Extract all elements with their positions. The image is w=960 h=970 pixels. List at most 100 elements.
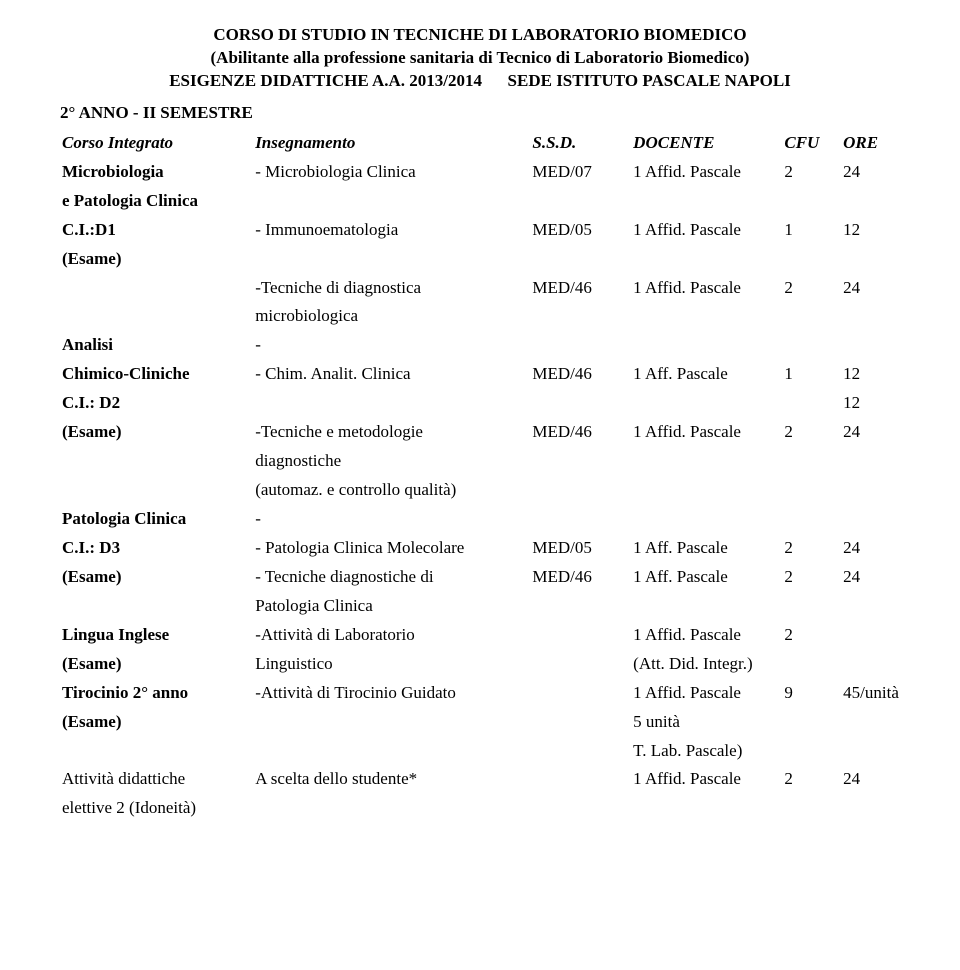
- table-row: (Esame)Linguistico(Att. Did. Integr.): [60, 650, 900, 679]
- cell-ore: 24: [841, 765, 900, 794]
- cell-inseg: microbiologica: [253, 302, 530, 331]
- cell-ssd: [530, 765, 631, 794]
- cell-inseg: -: [253, 505, 530, 534]
- cell-ssd: [530, 679, 631, 708]
- cell-ore: 12: [841, 389, 900, 418]
- table-row: (Esame)-Tecniche e metodologieMED/461 Af…: [60, 418, 900, 447]
- header-line-3-left: ESIGENZE DIDATTICHE A.A. 2013/2014: [169, 71, 482, 90]
- cell-cfu: 2: [782, 158, 841, 187]
- cell-corso: [60, 302, 253, 331]
- cell-cfu: [782, 592, 841, 621]
- header-block: CORSO DI STUDIO IN TECNICHE DI LABORATOR…: [60, 24, 900, 93]
- cell-corso: [60, 592, 253, 621]
- cell-inseg: -Attività di Tirocinio Guidato: [253, 679, 530, 708]
- cell-cfu: 2: [782, 418, 841, 447]
- cell-corso: C.I.: D2: [60, 389, 253, 418]
- cell-cfu: [782, 650, 841, 679]
- table-header-row: Corso Integrato Insegnamento S.S.D. DOCE…: [60, 129, 900, 158]
- cell-cfu: [782, 476, 841, 505]
- cell-cfu: [782, 505, 841, 534]
- cell-corso: Analisi: [60, 331, 253, 360]
- cell-ore: [841, 621, 900, 650]
- cell-cfu: 1: [782, 216, 841, 245]
- cell-cfu: [782, 794, 841, 823]
- table-row: Chimico-Cliniche- Chim. Analit. ClinicaM…: [60, 360, 900, 389]
- cell-cfu: [782, 708, 841, 737]
- cell-cfu: [782, 187, 841, 216]
- cell-doc: [631, 245, 782, 274]
- cell-ore: 24: [841, 274, 900, 303]
- cell-ore: [841, 331, 900, 360]
- cell-corso: Microbiologia: [60, 158, 253, 187]
- header-line-3: ESIGENZE DIDATTICHE A.A. 2013/2014 SEDE …: [60, 70, 900, 93]
- cell-cfu: 2: [782, 274, 841, 303]
- cell-ssd: [530, 302, 631, 331]
- cell-ore: [841, 476, 900, 505]
- cell-ssd: [530, 447, 631, 476]
- table-row: C.I.: D3- Patologia Clinica MolecolareME…: [60, 534, 900, 563]
- cell-ore: [841, 505, 900, 534]
- cell-doc: 1 Aff. Pascale: [631, 563, 782, 592]
- cell-doc: [631, 592, 782, 621]
- cell-cfu: 2: [782, 534, 841, 563]
- cell-corso: (Esame): [60, 708, 253, 737]
- table-row: Microbiologia- Microbiologia ClinicaMED/…: [60, 158, 900, 187]
- cell-ssd: MED/46: [530, 360, 631, 389]
- col-header-inseg: Insegnamento: [253, 129, 530, 158]
- cell-inseg: (automaz. e controllo qualità): [253, 476, 530, 505]
- cell-cfu: [782, 302, 841, 331]
- header-line-2: (Abilitante alla professione sanitaria d…: [60, 47, 900, 70]
- cell-inseg: - Tecniche diagnostiche di: [253, 563, 530, 592]
- cell-corso: Attività didattiche: [60, 765, 253, 794]
- cell-cfu: 2: [782, 563, 841, 592]
- cell-ore: [841, 737, 900, 766]
- cell-ore: 45/unità: [841, 679, 900, 708]
- cell-corso: [60, 737, 253, 766]
- subheader: 2° ANNO - II SEMESTRE: [60, 103, 900, 123]
- cell-inseg: [253, 187, 530, 216]
- cell-ssd: MED/05: [530, 534, 631, 563]
- cell-ssd: [530, 708, 631, 737]
- cell-doc: 1 Affid. Pascale: [631, 765, 782, 794]
- table-row: (automaz. e controllo qualità): [60, 476, 900, 505]
- col-header-cfu: CFU: [782, 129, 841, 158]
- cell-ssd: MED/46: [530, 274, 631, 303]
- cell-doc: 1 Affid. Pascale: [631, 418, 782, 447]
- cell-cfu: 9: [782, 679, 841, 708]
- cell-ore: [841, 245, 900, 274]
- cell-doc: 1 Affid. Pascale: [631, 158, 782, 187]
- table-row: microbiologica: [60, 302, 900, 331]
- cell-ore: [841, 650, 900, 679]
- header-line-1: CORSO DI STUDIO IN TECNICHE DI LABORATOR…: [60, 24, 900, 47]
- table-row: C.I.:D1- ImmunoematologiaMED/051 Affid. …: [60, 216, 900, 245]
- cell-doc: [631, 505, 782, 534]
- cell-doc: 1 Affid. Pascale: [631, 274, 782, 303]
- cell-inseg: [253, 245, 530, 274]
- table-row: C.I.: D2 12: [60, 389, 900, 418]
- cell-corso: [60, 447, 253, 476]
- cell-inseg: [253, 708, 530, 737]
- cell-ssd: [530, 592, 631, 621]
- cell-doc: 1 Affid. Pascale: [631, 216, 782, 245]
- cell-ssd: MED/07: [530, 158, 631, 187]
- cell-inseg: Patologia Clinica: [253, 592, 530, 621]
- cell-ore: [841, 708, 900, 737]
- cell-corso: C.I.: D3: [60, 534, 253, 563]
- cell-doc: T. Lab. Pascale): [631, 737, 782, 766]
- col-header-corso: Corso Integrato: [60, 129, 253, 158]
- table-row: Attività didatticheA scelta dello studen…: [60, 765, 900, 794]
- cell-ore: 24: [841, 563, 900, 592]
- cell-inseg: -Tecniche di diagnostica: [253, 274, 530, 303]
- cell-doc: [631, 187, 782, 216]
- col-header-ssd: S.S.D.: [530, 129, 631, 158]
- cell-ssd: [530, 331, 631, 360]
- col-header-ore: ORE: [841, 129, 900, 158]
- table-row: (Esame): [60, 245, 900, 274]
- cell-doc: [631, 331, 782, 360]
- cell-corso: elettive 2 (Idoneità): [60, 794, 253, 823]
- cell-doc: (Att. Did. Integr.): [631, 650, 782, 679]
- col-header-docente: DOCENTE: [631, 129, 782, 158]
- table-row: -Tecniche di diagnosticaMED/461 Affid. P…: [60, 274, 900, 303]
- cell-ssd: [530, 621, 631, 650]
- cell-ore: 24: [841, 534, 900, 563]
